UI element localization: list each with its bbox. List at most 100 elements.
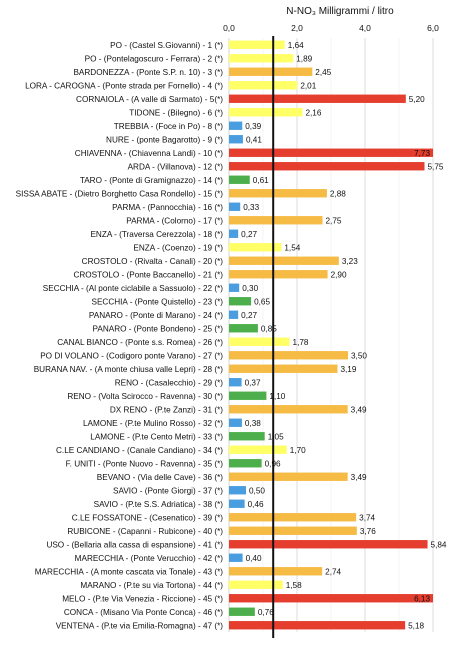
category-label: PANARO - (Ponte Bondeno) - 25 (*)	[93, 324, 224, 333]
chart-title: N-NO₃ Milligrammi / litro	[286, 6, 394, 17]
x-tick-label: 0,0	[223, 23, 235, 33]
bar	[229, 135, 243, 144]
bar	[229, 391, 267, 400]
category-label: PO - (Pontelagoscuro - Ferrara) - 2 (*)	[85, 54, 224, 63]
value-label: 1,58	[286, 581, 302, 590]
value-label: 0,30	[242, 284, 258, 293]
category-label: CROSTOLO - (Rivalta - Canali) - 20 (*)	[82, 257, 224, 266]
bar	[229, 54, 294, 63]
value-label: 3,19	[340, 365, 356, 374]
category-labels: PO - (Castel S.Giovanni) - 1 (*) PO - (Po…	[16, 41, 224, 631]
bar	[229, 297, 252, 306]
bar	[229, 243, 282, 252]
value-label: 2,45	[315, 68, 331, 77]
value-label: 5,84	[431, 540, 447, 549]
bar	[229, 108, 303, 117]
value-label: 5,20	[409, 95, 425, 104]
bar	[229, 351, 348, 360]
value-label: 0,41	[246, 135, 262, 144]
value-label: 7,73	[414, 149, 430, 158]
value-label: 1,78	[293, 338, 309, 347]
category-label: LORA - CAROGNA - (Ponte strada per Forne…	[25, 81, 223, 90]
category-label: DX RENO - (P.te Zanzi) - 31 (*)	[110, 405, 223, 414]
bar	[229, 310, 239, 319]
bar	[229, 67, 313, 76]
category-label: BARDONEZZA - (Ponte S.P. n. 10) - 3 (*)	[73, 68, 223, 77]
value-labels: 1,64 1,892,45 2,01 5,20 2,16 0,39 0,41 7,73 5,75…	[241, 41, 447, 631]
bar	[229, 270, 328, 279]
bar	[229, 405, 348, 414]
bar	[229, 337, 290, 346]
value-label: 0,65	[254, 297, 270, 306]
category-label: F. UNITI - (Ponte Nuovo - Ravenna) - 35 …	[66, 459, 224, 468]
bar	[229, 229, 239, 238]
value-label: 3,23	[342, 257, 358, 266]
value-label: 1,89	[296, 54, 312, 63]
bar	[229, 580, 283, 589]
bar	[229, 189, 327, 198]
category-label: CROSTOLO - (Ponte Baccanello) - 21 (*)	[73, 270, 223, 279]
x-tick-label: 4,0	[359, 23, 371, 33]
bar	[229, 81, 298, 90]
bar	[229, 594, 433, 603]
category-label: LAMONE - (P.te Mulino Rosso) - 32 (*)	[83, 419, 223, 428]
value-label: 1,70	[290, 446, 306, 455]
category-label: USO - (Bellaria alla cassa di espansione…	[46, 540, 223, 549]
bar	[229, 553, 243, 562]
bar	[229, 472, 348, 481]
category-label: VENTENA - (P.te via Emilia-Romagna) - 47…	[56, 621, 224, 630]
value-label: 0,27	[241, 311, 257, 320]
category-label: TIDONE - (Bilegno) - 6 (*)	[129, 108, 223, 117]
category-label: MARECCHIA - (A monte cascata via Tonale)…	[35, 567, 223, 576]
category-label: PO DI VOLANO - (Codigoro ponte Varano) -…	[40, 351, 223, 360]
category-label: LAMONE - (P.te Cento Metri) - 33 (*)	[90, 432, 223, 441]
value-label: 2,75	[326, 216, 342, 225]
category-label: SECCHIA - (Ponte Quistello) - 23 (*)	[92, 297, 224, 306]
bar	[229, 94, 406, 103]
value-label: 1,05	[268, 432, 284, 441]
bar	[229, 283, 240, 292]
category-label: SISSA ABATE - (Dietro Borghetto Casa Ron…	[16, 189, 224, 198]
category-label: SECCHIA - (Al ponte ciclabile a Sassuolo…	[43, 284, 223, 293]
bar	[229, 418, 242, 427]
category-label: PARMA - (Colorno) - 17 (*)	[126, 216, 223, 225]
category-label: ARDA - (Villanova) - 12 (*)	[128, 162, 224, 171]
bar	[229, 256, 339, 265]
value-label: 3,50	[351, 351, 367, 360]
bar	[229, 513, 357, 522]
category-label: TARO - (Ponte di Gramignazzo) - 14 (*)	[80, 176, 223, 185]
category-label: BURANA NAV. - (A monte chiusa valle Lepr…	[34, 365, 224, 374]
bar	[229, 445, 287, 454]
category-label: CANAL BIANCO - (Ponte s.s. Romea) - 26 (…	[57, 338, 223, 347]
category-label: MARANO - (P.te su via Tortona) - 44 (*)	[80, 581, 223, 590]
bar	[229, 148, 433, 157]
category-label: ENZA - (Traversa Cerezzola) - 18 (*)	[90, 230, 223, 239]
value-label: 2,74	[325, 567, 341, 576]
bar	[229, 607, 255, 616]
bar	[229, 40, 285, 49]
category-label: C.LE CANDIANO - (Canale Candiano) - 34 (…	[56, 446, 223, 455]
bar	[229, 432, 265, 441]
category-label: MARECCHIA - (Ponte Verucchio) - 42 (*)	[75, 554, 224, 563]
category-label: SAVIO - (Ponte Giorgi) - 37 (*)	[113, 486, 223, 495]
x-tick-label: 6,0	[427, 23, 439, 33]
value-label: 0,39	[245, 122, 261, 131]
bar	[229, 621, 406, 630]
bars	[229, 40, 433, 630]
value-label: 0,33	[243, 203, 259, 212]
value-label: 2,90	[331, 270, 347, 279]
category-label: PO - (Castel S.Giovanni) - 1 (*)	[110, 41, 223, 50]
bar	[229, 459, 262, 468]
bar	[229, 162, 425, 171]
bar	[229, 175, 250, 184]
bar	[229, 540, 428, 549]
bar	[229, 121, 243, 130]
bar	[229, 499, 245, 508]
bar	[229, 567, 323, 576]
category-label: CHIAVENNA - (Chiavenna Landi) - 10 (*)	[75, 149, 223, 158]
value-label: 0,27	[241, 230, 257, 239]
category-label: RENO - (Volta Scirocco - Ravenna) - 30 (…	[67, 392, 223, 401]
bar	[229, 526, 357, 535]
value-label: 1,64	[288, 41, 304, 50]
